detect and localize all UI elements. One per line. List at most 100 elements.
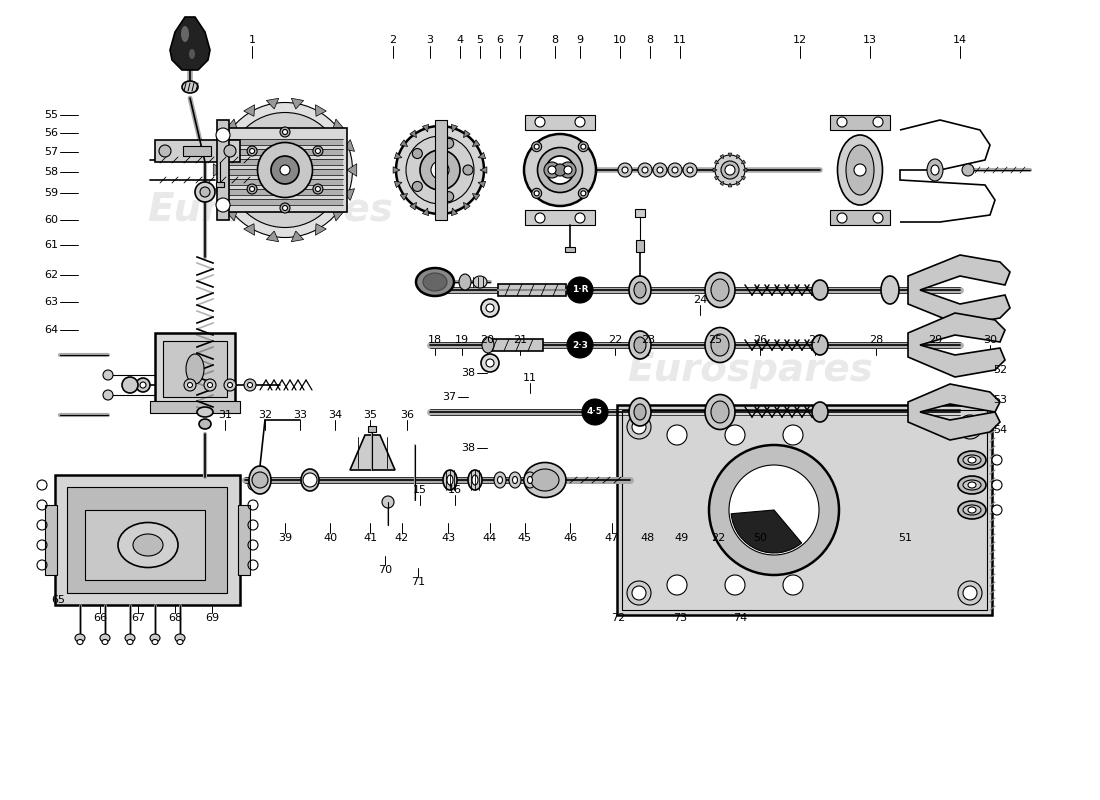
Ellipse shape [443,470,456,490]
Ellipse shape [642,167,648,173]
Text: 31: 31 [218,410,232,420]
Ellipse shape [560,162,576,178]
Ellipse shape [854,164,866,176]
Polygon shape [741,160,746,163]
Text: 43: 43 [441,533,455,543]
Bar [183,146,211,156]
Polygon shape [437,210,443,217]
Circle shape [312,184,323,194]
Polygon shape [395,152,402,158]
Text: 1: 1 [249,35,255,45]
Polygon shape [292,231,304,242]
Circle shape [312,146,323,156]
Polygon shape [244,105,254,116]
Polygon shape [343,139,354,151]
Text: 10: 10 [613,35,627,45]
Circle shape [316,149,320,154]
Bar [85,510,205,580]
Ellipse shape [705,394,735,430]
Text: 45: 45 [518,533,532,543]
Text: 33: 33 [293,410,307,420]
Polygon shape [292,98,304,109]
Polygon shape [400,194,408,200]
Text: 22: 22 [711,533,725,543]
Circle shape [535,191,539,196]
Circle shape [566,332,593,358]
Ellipse shape [931,165,939,175]
Bar [216,182,224,187]
Polygon shape [213,164,223,176]
Circle shape [725,575,745,595]
Ellipse shape [182,26,189,42]
Text: 58: 58 [44,167,58,177]
Ellipse shape [118,522,178,567]
Bar [155,333,235,405]
Text: 22: 22 [608,335,623,345]
Circle shape [725,425,745,445]
Circle shape [575,213,585,223]
Circle shape [725,165,735,175]
Ellipse shape [812,280,828,300]
Ellipse shape [406,136,474,204]
Bar [226,169,343,175]
Text: 15: 15 [412,485,427,495]
Bar [55,475,240,605]
Text: 49: 49 [675,533,689,543]
Bar [155,140,240,162]
Bar [238,505,250,575]
Circle shape [627,415,651,439]
Circle shape [783,425,803,445]
Bar [226,139,343,145]
Circle shape [962,164,974,176]
Ellipse shape [77,639,82,645]
Ellipse shape [629,276,651,304]
Text: 34: 34 [328,410,342,420]
Ellipse shape [968,457,976,463]
Ellipse shape [150,634,160,642]
Circle shape [582,399,608,425]
Polygon shape [472,194,480,200]
Ellipse shape [125,634,135,642]
Text: 39: 39 [278,533,293,543]
Text: 54: 54 [993,425,1008,435]
Ellipse shape [126,639,133,645]
Ellipse shape [100,634,110,642]
Ellipse shape [473,276,487,288]
Circle shape [535,117,544,127]
Text: 21: 21 [513,335,527,345]
Circle shape [280,203,290,213]
Ellipse shape [812,335,828,355]
Text: 20: 20 [480,335,494,345]
Text: 61: 61 [44,240,58,250]
Polygon shape [316,105,327,116]
Ellipse shape [524,472,536,488]
Ellipse shape [672,167,678,173]
Text: 23: 23 [641,335,656,345]
Ellipse shape [711,279,729,301]
Polygon shape [410,130,417,138]
Ellipse shape [958,501,986,519]
Text: 52: 52 [993,365,1008,375]
Ellipse shape [199,419,211,429]
Circle shape [566,277,593,303]
Ellipse shape [186,354,204,384]
Ellipse shape [958,451,986,469]
Circle shape [579,142,588,152]
Text: 35: 35 [363,410,377,420]
Circle shape [382,496,394,508]
Text: 5: 5 [476,35,484,45]
Text: 13: 13 [864,35,877,45]
Bar [434,120,447,220]
Polygon shape [216,189,227,201]
Text: 70: 70 [378,565,392,575]
Polygon shape [332,210,344,221]
Circle shape [531,142,541,152]
Circle shape [412,182,422,191]
Text: Eurospares: Eurospares [627,351,873,389]
Circle shape [632,420,646,434]
Ellipse shape [524,462,567,498]
Polygon shape [480,166,487,174]
Ellipse shape [528,477,532,483]
Bar [226,149,343,155]
Circle shape [248,184,257,194]
